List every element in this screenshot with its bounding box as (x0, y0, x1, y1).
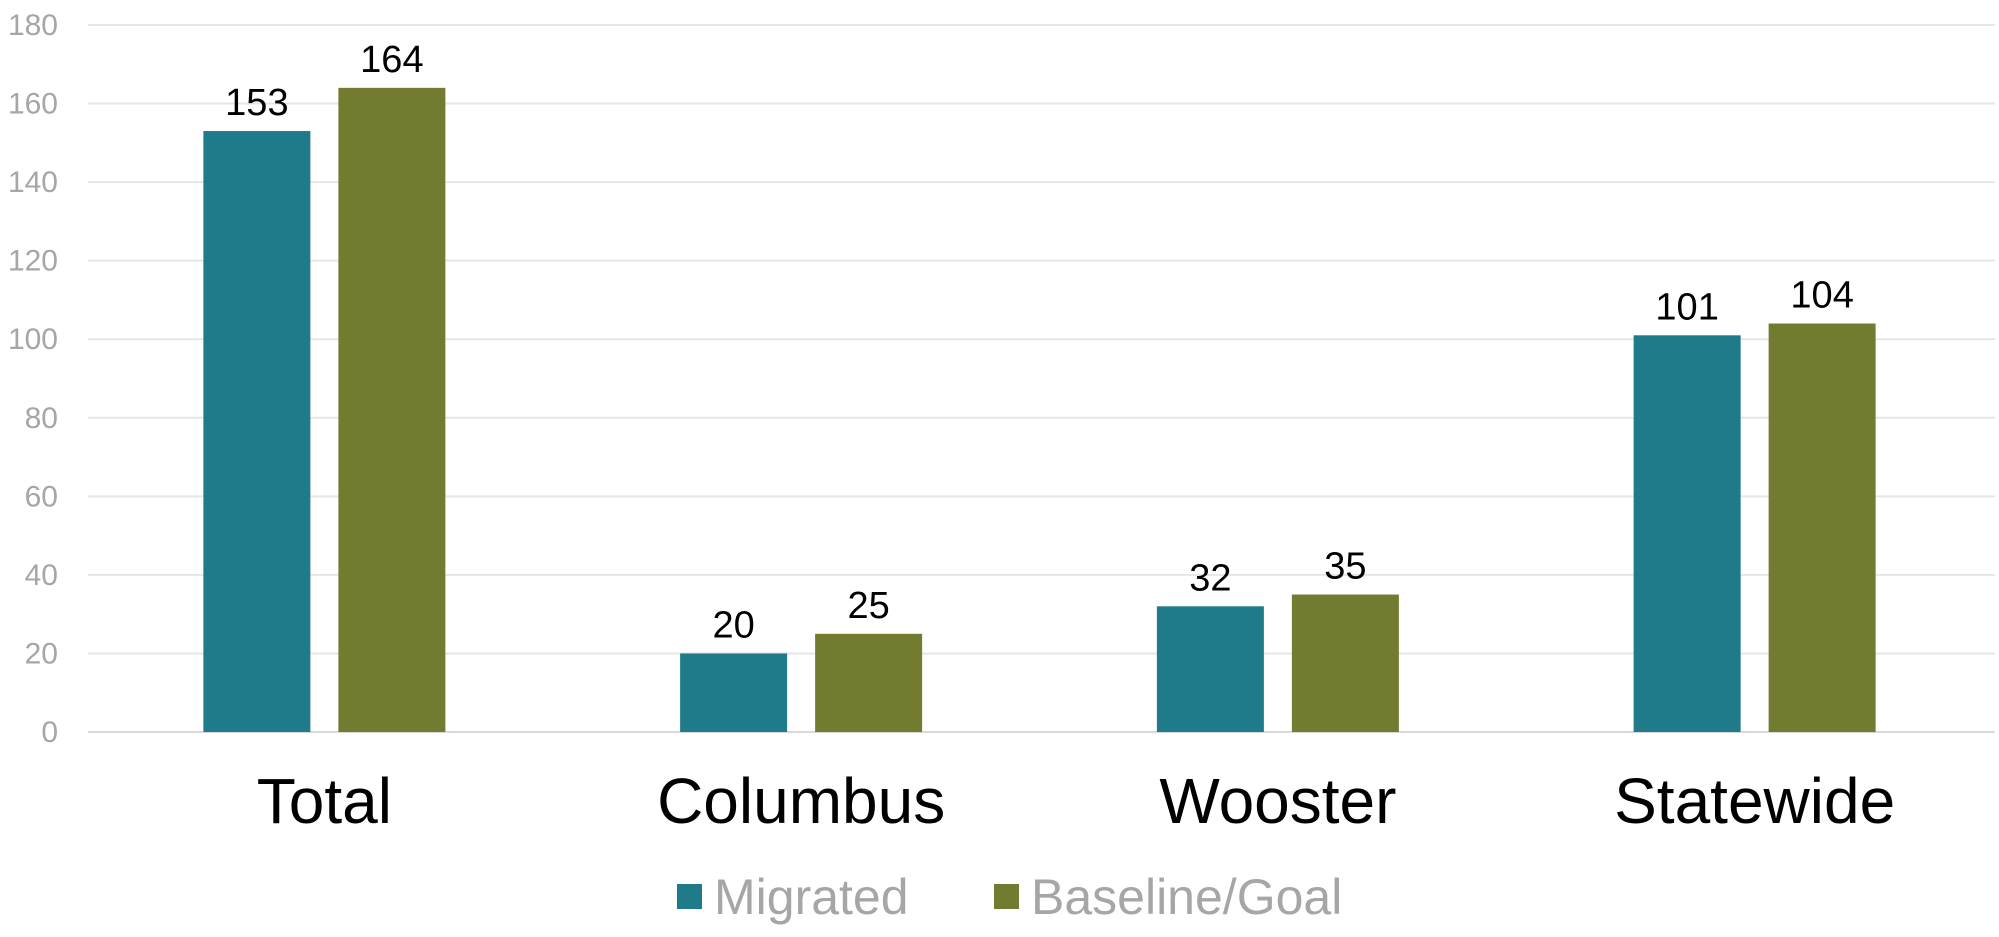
x-tick-label-wooster: Wooster (1159, 765, 1396, 837)
legend-swatch-migrated (677, 884, 702, 909)
bar-baseline-goal-columbus (815, 633, 923, 732)
bar-migrated-statewide (1633, 335, 1741, 732)
y-tick-label: 40 (25, 559, 58, 592)
x-tick-label-columbus: Columbus (657, 765, 945, 837)
y-tick-label: 160 (8, 88, 58, 121)
y-tick-label: 140 (8, 166, 58, 199)
data-label: 164 (360, 39, 423, 81)
data-labels: 153 164 20 25 32 35 101 104 (225, 39, 1854, 647)
data-label: 35 (1324, 546, 1366, 588)
x-tick-label-total: Total (257, 765, 392, 837)
legend-label: Migrated (714, 869, 909, 925)
bar-migrated-wooster (1156, 606, 1264, 732)
data-label: 25 (847, 585, 889, 627)
x-tick-label-statewide: Statewide (1614, 765, 1895, 837)
legend: Migrated Baseline/Goal (677, 869, 1342, 925)
data-label: 153 (225, 82, 288, 124)
data-label: 20 (712, 604, 754, 646)
legend-swatch-baseline-goal (994, 884, 1019, 909)
y-tick-label: 20 (25, 637, 58, 670)
y-axis-ticks: 0 20 40 60 80 100 120 140 160 180 (8, 9, 58, 749)
bars (203, 87, 1876, 733)
bar-baseline-goal-statewide (1768, 323, 1876, 732)
data-label: 104 (1790, 275, 1853, 317)
y-tick-label: 60 (25, 480, 58, 513)
bar-migrated-columbus (680, 653, 788, 732)
y-tick-label: 0 (41, 716, 58, 749)
data-label: 101 (1655, 286, 1718, 328)
bar-migrated-total (203, 131, 311, 733)
data-label: 32 (1189, 557, 1231, 599)
y-tick-label: 80 (25, 402, 58, 435)
y-tick-label: 100 (8, 323, 58, 356)
legend-label: Baseline/Goal (1031, 869, 1342, 925)
y-tick-label: 120 (8, 245, 58, 278)
y-tick-label: 180 (8, 9, 58, 42)
x-axis-ticks: Total Columbus Wooster Statewide (257, 765, 1895, 837)
bar-baseline-goal-total (338, 87, 446, 733)
bar-baseline-goal-wooster (1291, 594, 1399, 732)
